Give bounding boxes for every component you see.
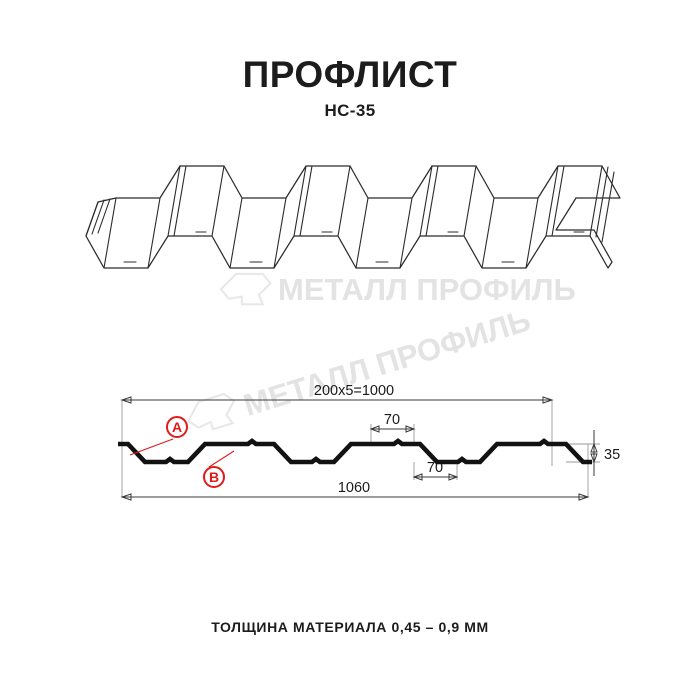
callout-b-label: B bbox=[209, 469, 219, 485]
profile-outline bbox=[118, 438, 592, 465]
dimension-pitch: 200x5=1000 bbox=[120, 383, 554, 404]
dimension-height-label: 35 bbox=[604, 447, 620, 463]
dimension-height: 35 bbox=[590, 430, 620, 476]
page-title: ПРОФЛИСТ bbox=[242, 54, 458, 95]
dimension-overall-width-label: 1060 bbox=[338, 480, 370, 496]
watermark-upper: МЕТАЛЛ ПРОФИЛЬ bbox=[219, 272, 576, 307]
sheet-fold-lines bbox=[85, 165, 615, 269]
dimension-top-flange-label: 70 bbox=[384, 412, 400, 428]
svg-text:МЕТАЛЛ ПРОФИЛЬ: МЕТАЛЛ ПРОФИЛЬ bbox=[278, 272, 576, 307]
dimension-pitch-label: 200x5=1000 bbox=[314, 383, 394, 399]
material-thickness-note: ТОЛЩИНА МАТЕРИАЛА 0,45 – 0,9 ММ bbox=[211, 619, 489, 635]
dimension-overall-width: 1060 bbox=[120, 480, 590, 501]
dimension-top-flange: 70 bbox=[369, 412, 416, 433]
callout-a-label: A bbox=[172, 419, 182, 435]
callout-b: B bbox=[203, 450, 235, 488]
callout-a: A bbox=[129, 416, 188, 456]
sheet-stiffener-marks bbox=[123, 231, 585, 263]
model-designation: НС-35 bbox=[324, 101, 376, 120]
